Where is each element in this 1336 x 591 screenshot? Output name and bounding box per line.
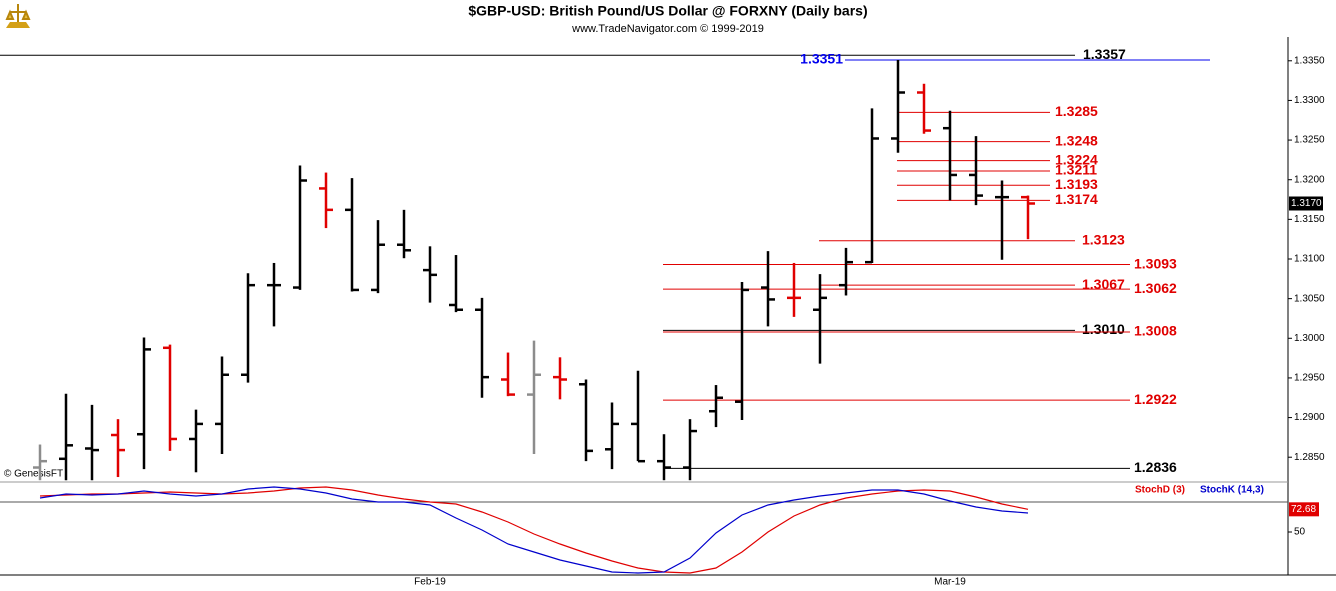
y-tick-label: 1.2950 <box>1294 373 1325 384</box>
stoch-line <box>39 486 1029 574</box>
y-tick-label: 1.3050 <box>1294 293 1325 304</box>
level-label: 1.3093 <box>1134 255 1177 271</box>
logo <box>5 4 31 28</box>
level-label: 1.3010 <box>1082 321 1125 337</box>
last-value-label: 72.68 <box>1291 504 1316 515</box>
level-label: 1.2922 <box>1134 391 1177 407</box>
level-label: 1.3008 <box>1134 323 1177 339</box>
x-tick-label: Feb-19 <box>414 577 446 588</box>
x-tick-label: Mar-19 <box>934 577 966 588</box>
level-label: 1.3067 <box>1082 276 1125 292</box>
y-tick-label: 1.3250 <box>1294 135 1325 146</box>
level-label: 1.3123 <box>1082 231 1125 247</box>
y-tick-label: 50 <box>1294 527 1306 538</box>
level-label: 1.3224 <box>1055 151 1098 167</box>
legend-entry: StochK (14,3) <box>1200 485 1264 496</box>
level-label: 1.3174 <box>1055 191 1098 207</box>
y-tick-label: 1.2900 <box>1294 412 1325 423</box>
stoch-line <box>39 486 1029 574</box>
y-tick-label: 1.3200 <box>1294 174 1325 185</box>
last-value-box <box>1289 196 1323 211</box>
last-value-label: 1.3170 <box>1291 198 1322 209</box>
chart-subtitle: www.TradeNavigator.com © 1999-2019 <box>571 23 764 35</box>
level-label: 1.3248 <box>1055 132 1098 148</box>
y-tick-label: 1.3300 <box>1294 95 1325 106</box>
chart-title: $GBP-USD: British Pound/US Dollar @ FORX… <box>468 3 867 19</box>
level-label: 1.2836 <box>1134 459 1177 475</box>
level-label: 1.3062 <box>1134 280 1177 296</box>
level-label: 1.3193 <box>1055 176 1098 192</box>
last-value-box <box>1289 502 1319 517</box>
watermark: © GenesisFT <box>4 469 63 480</box>
y-tick-label: 1.3000 <box>1294 333 1325 344</box>
level-label: 1.3351 <box>800 51 843 67</box>
level-label: 1.3211 <box>1055 162 1097 178</box>
level-label: 1.3285 <box>1055 103 1098 119</box>
y-tick-label: 1.2850 <box>1294 452 1325 463</box>
y-tick-label: 1.3350 <box>1294 55 1325 66</box>
y-tick-label: 1.3150 <box>1294 214 1325 225</box>
level-label: 1.3357 <box>1083 46 1126 62</box>
legend-entry: StochD (3) <box>1135 485 1185 496</box>
y-tick-label: 1.3100 <box>1294 254 1325 265</box>
